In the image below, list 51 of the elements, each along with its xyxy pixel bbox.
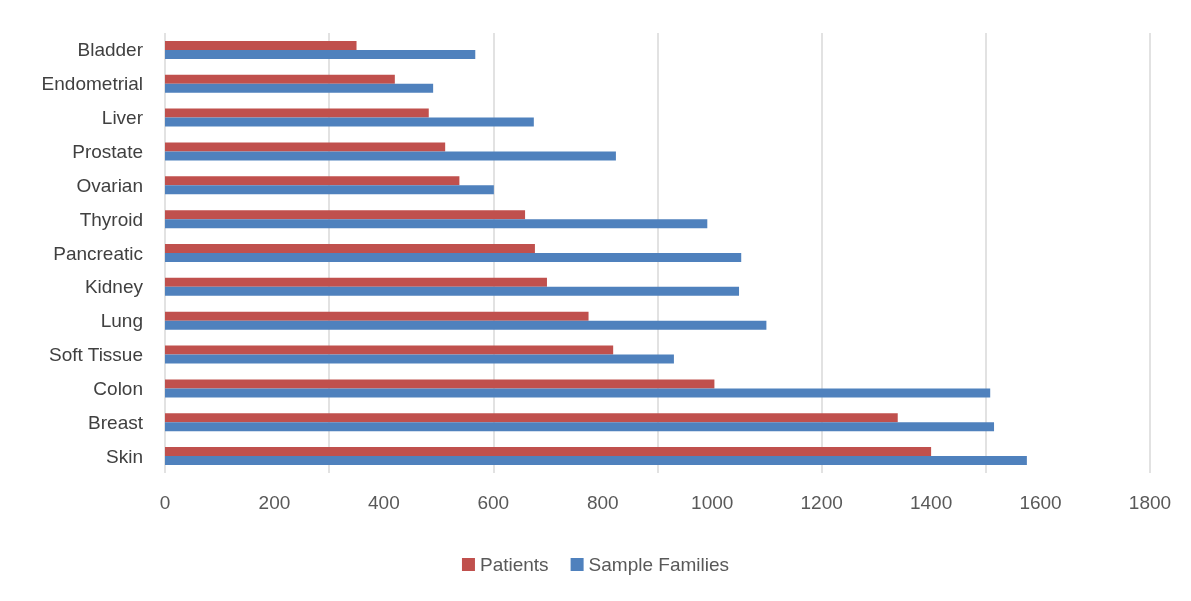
bar xyxy=(165,176,460,186)
bar xyxy=(165,40,357,50)
y-tick-label: Lung xyxy=(100,310,143,332)
x-tick-label: 200 xyxy=(258,492,291,513)
bar xyxy=(165,379,715,389)
x-tick-label: 600 xyxy=(477,492,510,513)
legend-label: Sample Families xyxy=(588,554,730,575)
bar xyxy=(165,219,708,229)
x-tick-label: 800 xyxy=(586,492,619,513)
y-tick-label: Endometrial xyxy=(41,73,143,95)
x-tick-label: 1400 xyxy=(909,492,953,513)
bar xyxy=(165,74,395,84)
x-tick-label: 1600 xyxy=(1019,492,1062,513)
y-tick-label: Soft Tissue xyxy=(49,344,143,366)
x-tick-label: 1000 xyxy=(691,492,734,513)
legend-label: Patients xyxy=(479,554,549,575)
bar xyxy=(165,83,434,93)
y-tick-label: Thyroid xyxy=(79,208,143,230)
x-tick-label: 1800 xyxy=(1128,492,1172,513)
y-tick-label: Breast xyxy=(88,411,144,433)
y-tick-label: Skin xyxy=(106,445,143,467)
bar xyxy=(165,422,995,432)
x-tick-label: 0 xyxy=(159,492,171,513)
bar xyxy=(165,286,740,296)
y-tick-label: Ovarian xyxy=(76,174,143,196)
bar xyxy=(165,447,932,457)
bar xyxy=(165,117,534,127)
y-tick-label: Prostate xyxy=(72,140,143,162)
bar xyxy=(165,277,547,287)
bar xyxy=(165,142,446,152)
bar xyxy=(165,413,898,423)
bar xyxy=(165,210,526,220)
bar xyxy=(165,320,767,330)
bar xyxy=(165,345,614,355)
x-tick-label: 1200 xyxy=(800,492,843,513)
bar xyxy=(165,311,589,321)
y-tick-label: Kidney xyxy=(84,276,144,298)
bar xyxy=(165,388,991,398)
y-tick-label: Bladder xyxy=(77,39,144,61)
x-tick-label: 400 xyxy=(368,492,400,513)
y-tick-label: Liver xyxy=(101,107,144,129)
bar xyxy=(165,151,616,161)
y-tick-label: Pancreatic xyxy=(53,242,143,264)
bar xyxy=(165,244,535,253)
bar xyxy=(165,253,742,262)
y-tick-label: Colon xyxy=(93,377,143,399)
bar xyxy=(165,456,1027,466)
bar xyxy=(165,354,674,364)
bar xyxy=(165,108,429,118)
bar xyxy=(165,185,494,195)
bar xyxy=(165,49,476,59)
